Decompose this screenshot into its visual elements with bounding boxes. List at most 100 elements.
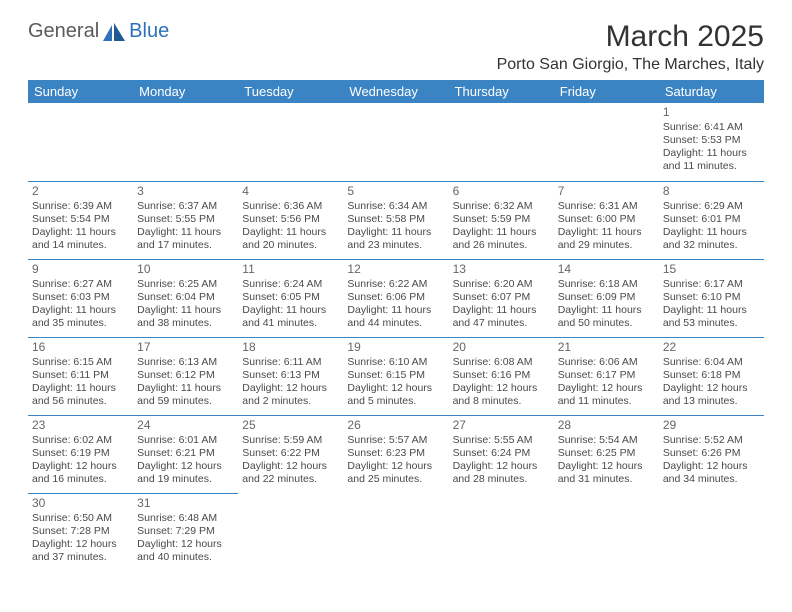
calendar-week-row: 1Sunrise: 6:41 AMSunset: 5:53 PMDaylight…	[28, 103, 764, 181]
day-number: 10	[137, 262, 234, 277]
sunset-text: Sunset: 6:24 PM	[453, 447, 550, 460]
daylight-text: Daylight: 12 hours and 22 minutes.	[242, 460, 339, 486]
day-header-row: Sunday Monday Tuesday Wednesday Thursday…	[28, 80, 764, 103]
calendar-day-cell: 20Sunrise: 6:08 AMSunset: 6:16 PMDayligh…	[449, 337, 554, 415]
sunset-text: Sunset: 6:10 PM	[663, 291, 760, 304]
sunrise-text: Sunrise: 6:34 AM	[347, 200, 444, 213]
calendar-day-cell: 17Sunrise: 6:13 AMSunset: 6:12 PMDayligh…	[133, 337, 238, 415]
day-number: 22	[663, 340, 760, 355]
calendar-day-cell: 22Sunrise: 6:04 AMSunset: 6:18 PMDayligh…	[659, 337, 764, 415]
sunset-text: Sunset: 7:29 PM	[137, 525, 234, 538]
sunrise-text: Sunrise: 5:55 AM	[453, 434, 550, 447]
day-number: 6	[453, 184, 550, 199]
daylight-text: Daylight: 11 hours and 29 minutes.	[558, 226, 655, 252]
sunrise-text: Sunrise: 6:15 AM	[32, 356, 129, 369]
calendar-day-cell: 11Sunrise: 6:24 AMSunset: 6:05 PMDayligh…	[238, 259, 343, 337]
sunset-text: Sunset: 6:15 PM	[347, 369, 444, 382]
sunrise-text: Sunrise: 6:39 AM	[32, 200, 129, 213]
day-number: 5	[347, 184, 444, 199]
daylight-text: Daylight: 12 hours and 37 minutes.	[32, 538, 129, 564]
calendar-week-row: 16Sunrise: 6:15 AMSunset: 6:11 PMDayligh…	[28, 337, 764, 415]
day-number: 20	[453, 340, 550, 355]
sunrise-text: Sunrise: 6:36 AM	[242, 200, 339, 213]
sunrise-text: Sunrise: 6:17 AM	[663, 278, 760, 291]
daylight-text: Daylight: 11 hours and 17 minutes.	[137, 226, 234, 252]
day-number: 8	[663, 184, 760, 199]
calendar-day-cell: 13Sunrise: 6:20 AMSunset: 6:07 PMDayligh…	[449, 259, 554, 337]
sunrise-text: Sunrise: 6:22 AM	[347, 278, 444, 291]
sunrise-text: Sunrise: 6:25 AM	[137, 278, 234, 291]
calendar-day-cell: 31Sunrise: 6:48 AMSunset: 7:29 PMDayligh…	[133, 493, 238, 571]
day-number: 14	[558, 262, 655, 277]
daylight-text: Daylight: 11 hours and 38 minutes.	[137, 304, 234, 330]
sunset-text: Sunset: 7:28 PM	[32, 525, 129, 538]
calendar-day-cell: 25Sunrise: 5:59 AMSunset: 6:22 PMDayligh…	[238, 415, 343, 493]
calendar-day-cell: 30Sunrise: 6:50 AMSunset: 7:28 PMDayligh…	[28, 493, 133, 571]
day-number: 15	[663, 262, 760, 277]
daylight-text: Daylight: 11 hours and 20 minutes.	[242, 226, 339, 252]
sunset-text: Sunset: 6:04 PM	[137, 291, 234, 304]
calendar-day-cell	[659, 493, 764, 571]
logo-text-general: General	[28, 20, 99, 43]
sunrise-text: Sunrise: 6:11 AM	[242, 356, 339, 369]
calendar-day-cell	[554, 493, 659, 571]
sunset-text: Sunset: 5:55 PM	[137, 213, 234, 226]
sunrise-text: Sunrise: 5:52 AM	[663, 434, 760, 447]
day-header: Wednesday	[343, 80, 448, 103]
calendar-day-cell: 19Sunrise: 6:10 AMSunset: 6:15 PMDayligh…	[343, 337, 448, 415]
sunset-text: Sunset: 6:11 PM	[32, 369, 129, 382]
calendar-day-cell: 27Sunrise: 5:55 AMSunset: 6:24 PMDayligh…	[449, 415, 554, 493]
day-number: 23	[32, 418, 129, 433]
calendar-table: Sunday Monday Tuesday Wednesday Thursday…	[28, 80, 764, 571]
daylight-text: Daylight: 12 hours and 5 minutes.	[347, 382, 444, 408]
day-header: Sunday	[28, 80, 133, 103]
day-number: 12	[347, 262, 444, 277]
calendar-day-cell: 7Sunrise: 6:31 AMSunset: 6:00 PMDaylight…	[554, 181, 659, 259]
calendar-day-cell: 5Sunrise: 6:34 AMSunset: 5:58 PMDaylight…	[343, 181, 448, 259]
sunrise-text: Sunrise: 5:59 AM	[242, 434, 339, 447]
sunset-text: Sunset: 6:16 PM	[453, 369, 550, 382]
calendar-day-cell: 8Sunrise: 6:29 AMSunset: 6:01 PMDaylight…	[659, 181, 764, 259]
daylight-text: Daylight: 11 hours and 59 minutes.	[137, 382, 234, 408]
sunrise-text: Sunrise: 6:01 AM	[137, 434, 234, 447]
sunset-text: Sunset: 6:05 PM	[242, 291, 339, 304]
calendar-day-cell: 2Sunrise: 6:39 AMSunset: 5:54 PMDaylight…	[28, 181, 133, 259]
sunrise-text: Sunrise: 6:20 AM	[453, 278, 550, 291]
calendar-day-cell: 14Sunrise: 6:18 AMSunset: 6:09 PMDayligh…	[554, 259, 659, 337]
calendar-day-cell	[238, 103, 343, 181]
calendar-day-cell	[449, 103, 554, 181]
calendar-day-cell: 23Sunrise: 6:02 AMSunset: 6:19 PMDayligh…	[28, 415, 133, 493]
day-header: Saturday	[659, 80, 764, 103]
day-header: Monday	[133, 80, 238, 103]
sunrise-text: Sunrise: 6:50 AM	[32, 512, 129, 525]
calendar-week-row: 2Sunrise: 6:39 AMSunset: 5:54 PMDaylight…	[28, 181, 764, 259]
day-number: 1	[663, 105, 760, 120]
day-number: 21	[558, 340, 655, 355]
daylight-text: Daylight: 12 hours and 31 minutes.	[558, 460, 655, 486]
day-number: 9	[32, 262, 129, 277]
daylight-text: Daylight: 11 hours and 35 minutes.	[32, 304, 129, 330]
daylight-text: Daylight: 12 hours and 34 minutes.	[663, 460, 760, 486]
sunset-text: Sunset: 6:23 PM	[347, 447, 444, 460]
day-number: 18	[242, 340, 339, 355]
sunrise-text: Sunrise: 6:13 AM	[137, 356, 234, 369]
calendar-day-cell: 1Sunrise: 6:41 AMSunset: 5:53 PMDaylight…	[659, 103, 764, 181]
calendar-week-row: 9Sunrise: 6:27 AMSunset: 6:03 PMDaylight…	[28, 259, 764, 337]
day-number: 19	[347, 340, 444, 355]
day-number: 7	[558, 184, 655, 199]
calendar-day-cell: 18Sunrise: 6:11 AMSunset: 6:13 PMDayligh…	[238, 337, 343, 415]
daylight-text: Daylight: 11 hours and 53 minutes.	[663, 304, 760, 330]
calendar-day-cell: 29Sunrise: 5:52 AMSunset: 6:26 PMDayligh…	[659, 415, 764, 493]
daylight-text: Daylight: 12 hours and 8 minutes.	[453, 382, 550, 408]
calendar-day-cell: 21Sunrise: 6:06 AMSunset: 6:17 PMDayligh…	[554, 337, 659, 415]
daylight-text: Daylight: 11 hours and 41 minutes.	[242, 304, 339, 330]
day-number: 17	[137, 340, 234, 355]
day-number: 3	[137, 184, 234, 199]
daylight-text: Daylight: 11 hours and 23 minutes.	[347, 226, 444, 252]
calendar-day-cell	[28, 103, 133, 181]
sunset-text: Sunset: 6:07 PM	[453, 291, 550, 304]
calendar-day-cell	[343, 493, 448, 571]
calendar-day-cell: 15Sunrise: 6:17 AMSunset: 6:10 PMDayligh…	[659, 259, 764, 337]
day-number: 27	[453, 418, 550, 433]
calendar-day-cell	[133, 103, 238, 181]
